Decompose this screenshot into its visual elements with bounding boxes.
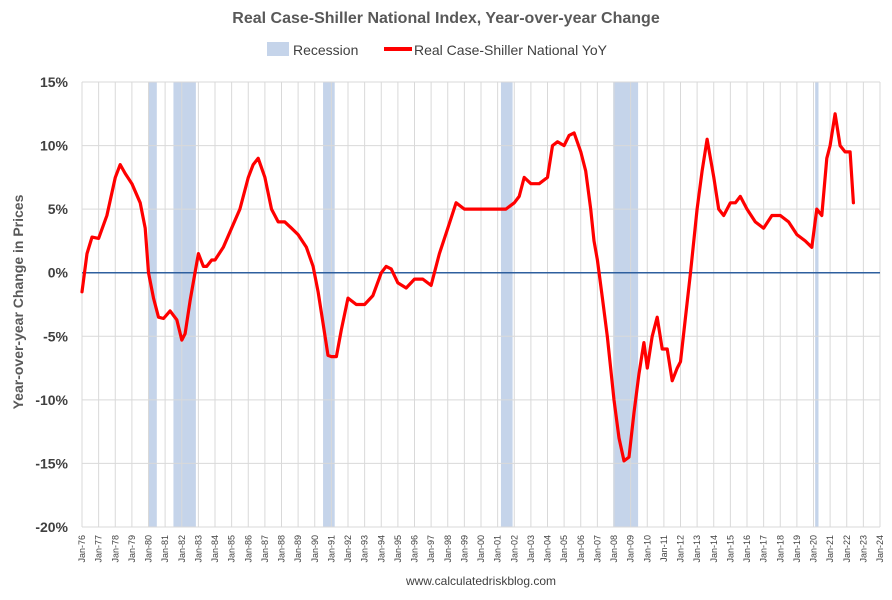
x-tick-label-42: Jan-18 <box>775 535 785 563</box>
x-tick-label-32: Jan-08 <box>609 535 619 563</box>
x-tick-label-31: Jan-07 <box>592 535 602 563</box>
recession-bar-0 <box>148 82 157 527</box>
x-tick-label-36: Jan-12 <box>676 535 686 563</box>
x-tick-label-6: Jan-82 <box>177 535 187 563</box>
x-tick-label-29: Jan-05 <box>559 535 569 563</box>
x-tick-label-1: Jan-77 <box>94 535 104 563</box>
legend-recession-label: Recession <box>293 42 358 58</box>
recession-bar-5 <box>815 82 819 527</box>
y-tick-label-5: -10% <box>35 392 68 408</box>
x-tick-label-44: Jan-20 <box>809 535 819 563</box>
y-tick-label-4: -5% <box>43 328 68 344</box>
x-tick-label-9: Jan-85 <box>227 535 237 563</box>
x-tick-label-37: Jan-13 <box>692 535 702 563</box>
y-axis-label: Year-over-year Change in Prices <box>10 194 26 409</box>
x-tick-label-16: Jan-92 <box>343 535 353 563</box>
x-tick-label-19: Jan-95 <box>393 535 403 563</box>
recession-bar-1 <box>173 82 196 527</box>
x-tick-label-46: Jan-22 <box>842 535 852 563</box>
x-tick-label-4: Jan-80 <box>144 535 154 563</box>
legend-series-label: Real Case-Shiller National YoY <box>414 42 608 58</box>
x-tick-label-24: Jan-00 <box>476 535 486 563</box>
x-tick-label-35: Jan-11 <box>659 535 669 562</box>
y-tick-label-6: -15% <box>35 455 68 471</box>
x-tick-label-26: Jan-02 <box>509 535 519 563</box>
x-tick-label-14: Jan-90 <box>310 535 320 563</box>
x-tick-label-43: Jan-19 <box>792 535 802 563</box>
y-tick-label-0: 15% <box>40 74 69 90</box>
y-tick-label-7: -20% <box>35 519 68 535</box>
recession-bar-4 <box>613 82 639 527</box>
x-tick-label-25: Jan-01 <box>493 535 503 563</box>
recession-bar-2 <box>323 82 335 527</box>
recession-bar-3 <box>500 82 513 527</box>
x-tick-label-45: Jan-21 <box>825 535 835 563</box>
x-tick-label-48: Jan-24 <box>875 535 885 563</box>
x-tick-label-2: Jan-78 <box>110 535 120 563</box>
x-tick-label-10: Jan-86 <box>243 535 253 563</box>
source-credit: www.calculatedriskblog.com <box>405 574 556 588</box>
x-tick-label-47: Jan-23 <box>858 535 868 563</box>
x-tick-label-3: Jan-79 <box>127 535 137 563</box>
x-tick-label-17: Jan-93 <box>360 535 370 563</box>
x-tick-label-12: Jan-88 <box>277 535 287 563</box>
x-tick-label-8: Jan-84 <box>210 535 220 563</box>
x-tick-label-23: Jan-99 <box>459 535 469 563</box>
y-tick-label-3: 0% <box>48 265 69 281</box>
x-tick-label-39: Jan-15 <box>725 535 735 563</box>
x-tick-label-7: Jan-83 <box>193 535 203 563</box>
x-tick-label-18: Jan-94 <box>376 535 386 563</box>
x-tick-label-5: Jan-81 <box>160 535 170 563</box>
x-tick-label-34: Jan-10 <box>642 535 652 563</box>
y-tick-label-1: 10% <box>40 138 69 154</box>
x-tick-label-40: Jan-16 <box>742 535 752 563</box>
legend-recession-swatch <box>267 42 289 56</box>
x-tick-label-11: Jan-87 <box>260 535 270 563</box>
x-tick-label-0: Jan-76 <box>77 535 87 563</box>
x-tick-label-15: Jan-91 <box>326 535 336 563</box>
chart-title: Real Case-Shiller National Index, Year-o… <box>232 10 660 27</box>
plot-area: 15% 10% 5% 0% -5% -10% -15% -20% Jan-76 Jan-77 Jan… <box>35 74 885 563</box>
x-tick-label-33: Jan-09 <box>626 535 636 563</box>
series-line-0 <box>80 112 856 463</box>
x-tick-label-13: Jan-89 <box>293 535 303 563</box>
x-tick-label-41: Jan-17 <box>759 535 769 563</box>
x-tick-label-38: Jan-14 <box>709 535 719 563</box>
x-tick-label-30: Jan-06 <box>576 535 586 563</box>
x-tick-label-21: Jan-97 <box>426 535 436 563</box>
x-tick-label-28: Jan-04 <box>543 535 553 563</box>
x-tick-label-22: Jan-98 <box>443 535 453 563</box>
legend: Recession Real Case-Shiller National YoY <box>267 42 608 58</box>
y-tick-label-2: 5% <box>48 201 69 217</box>
x-tick-label-27: Jan-03 <box>526 535 536 563</box>
x-tick-label-20: Jan-96 <box>410 535 420 563</box>
